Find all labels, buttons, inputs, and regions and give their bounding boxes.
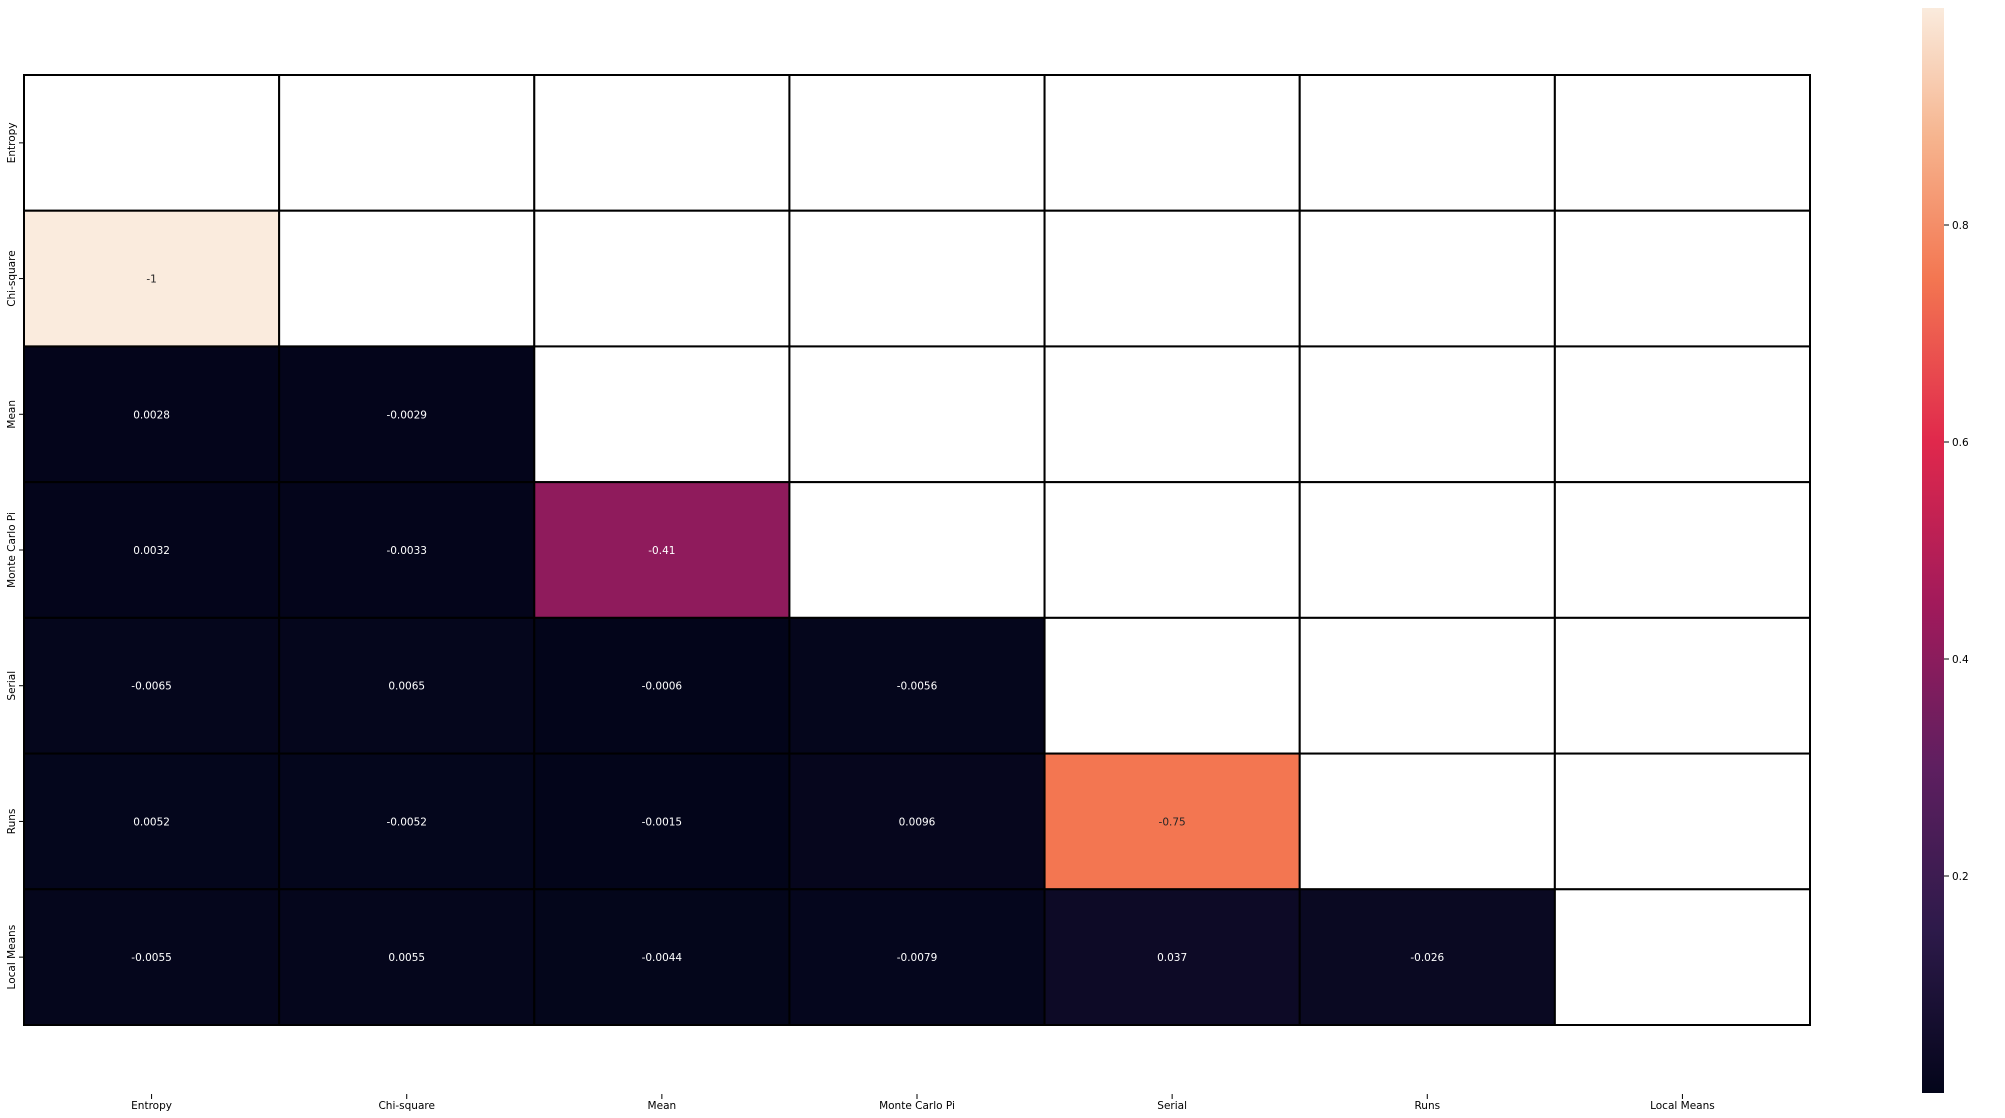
- heatmap-cell: [23, 345, 281, 484]
- x-tick-label: Runs: [1414, 1100, 1440, 1112]
- y-tick-label: Serial: [6, 671, 18, 701]
- heatmap-cell-masked: [788, 345, 1046, 484]
- cell-annotation: -0.75: [1159, 816, 1186, 828]
- cell-annotation: -1: [146, 274, 156, 286]
- cell-annotation: 0.037: [1157, 952, 1187, 964]
- heatmap-cell: [533, 752, 791, 891]
- x-tick-label: Local Means: [1650, 1100, 1715, 1112]
- heatmap-cell: [1043, 752, 1301, 891]
- heatmap-cell-masked: [788, 481, 1046, 619]
- heatmap-cell-masked: [278, 209, 536, 348]
- x-tick-label: Monte Carlo Pi: [879, 1100, 955, 1112]
- heatmap-cell-masked: [788, 74, 1046, 212]
- heatmap-cell: [278, 345, 536, 484]
- cell-annotation: 0.0028: [133, 409, 170, 421]
- heatmap-cell: [788, 888, 1046, 1026]
- heatmap-cell: [23, 209, 281, 348]
- y-tick-label: Runs: [6, 809, 18, 835]
- cell-annotation: -0.0055: [131, 952, 172, 964]
- cell-annotation: -0.0052: [386, 816, 427, 828]
- x-tick-label: Entropy: [131, 1100, 172, 1112]
- heatmap-cell-masked: [1043, 481, 1301, 619]
- cell-annotation: -0.0056: [897, 681, 938, 693]
- heatmap-cell-masked: [1298, 209, 1556, 348]
- colorbar: 0.2 0.4 0.6 0.8: [1922, 8, 1969, 1093]
- heatmap-cell-masked: [1043, 209, 1301, 348]
- cell-annotation: -0.0029: [386, 409, 427, 421]
- cell-annotation: 0.0055: [388, 952, 425, 964]
- heatmap-cell-masked: [1553, 74, 1812, 212]
- heatmap-cell-masked: [278, 74, 536, 212]
- colorbar-tick-label: 0.2: [1952, 871, 1969, 883]
- heatmap-cell-masked: [533, 209, 791, 348]
- heatmap-cell: [533, 481, 791, 619]
- heatmap-cell: [788, 752, 1046, 891]
- y-tick-label: Entropy: [6, 122, 18, 163]
- cell-annotation: -0.0015: [642, 816, 683, 828]
- cell-annotation: -0.0065: [131, 681, 172, 693]
- cell-annotation: -0.0044: [642, 952, 683, 964]
- heatmap-cells: -1 0.0028 -0.0029 0.0032 -0.0033 -0.41 -0.0065…: [23, 74, 1812, 1026]
- heatmap-cell-masked: [533, 74, 791, 212]
- heatmap-cell: [533, 888, 791, 1026]
- heatmap-cell-masked: [1298, 74, 1556, 212]
- heatmap-cell: [278, 888, 536, 1026]
- y-tick-label: Mean: [6, 400, 18, 429]
- colorbar-tick-label: 0.4: [1952, 654, 1969, 666]
- x-tick-label: Mean: [648, 1100, 677, 1112]
- heatmap-cell-masked: [1298, 752, 1556, 891]
- colorbar-gradient: [1922, 8, 1944, 1093]
- heatmap-cell-masked: [533, 345, 791, 484]
- heatmap-cell-masked: [1553, 752, 1812, 891]
- heatmap-cell-masked: [23, 74, 281, 212]
- heatmap-cell-masked: [1553, 209, 1812, 348]
- cell-annotation: 0.0032: [133, 545, 170, 557]
- heatmap-cell: [1298, 888, 1556, 1026]
- heatmap-cell-masked: [1553, 888, 1812, 1026]
- heatmap-cell-masked: [1553, 345, 1812, 484]
- heatmap-cell-masked: [788, 209, 1046, 348]
- heatmap-cell: [1043, 888, 1301, 1026]
- heatmap-cell-masked: [1043, 74, 1301, 212]
- heatmap-cell: [278, 481, 536, 619]
- y-axis-labels: Entropy Chi-square Mean Monte Carlo Pi Seria…: [6, 122, 24, 989]
- cell-annotation: 0.0052: [133, 816, 170, 828]
- heatmap-cell-masked: [1553, 481, 1812, 619]
- cell-annotation: 0.0096: [899, 816, 936, 828]
- y-tick-label: Monte Carlo Pi: [6, 512, 18, 588]
- cell-annotation: 0.0065: [388, 681, 425, 693]
- cell-annotation: -0.41: [648, 545, 675, 557]
- colorbar-tick-label: 0.8: [1952, 220, 1969, 232]
- y-tick-label: Local Means: [6, 925, 18, 990]
- heatmap-cell-masked: [1553, 616, 1812, 755]
- cell-annotation: -0.0079: [897, 952, 938, 964]
- heatmap-cell-masked: [1043, 345, 1301, 484]
- cell-annotation: -0.026: [1410, 952, 1444, 964]
- colorbar-tick-label: 0.6: [1952, 437, 1969, 449]
- heatmap-cell: [278, 616, 536, 755]
- x-tick-label: Chi-square: [378, 1100, 434, 1112]
- y-tick-label: Chi-square: [6, 250, 18, 306]
- x-axis-labels: Entropy Chi-square Mean Monte Carlo Pi Seria…: [131, 1094, 1715, 1112]
- heatmap-cell: [23, 481, 281, 619]
- cell-annotation: -0.0033: [386, 545, 427, 557]
- heatmap-cell: [278, 752, 536, 891]
- x-tick-label: Serial: [1157, 1100, 1187, 1112]
- colorbar-ticks: 0.2 0.4 0.6 0.8: [1944, 220, 1969, 883]
- heatmap-cell-masked: [1298, 345, 1556, 484]
- heatmap-cell-masked: [1043, 616, 1301, 755]
- heatmap-cell: [788, 616, 1046, 755]
- heatmap-cell-masked: [1298, 481, 1556, 619]
- cell-annotation: -0.0006: [642, 681, 683, 693]
- heatmap-cell-masked: [1298, 616, 1556, 755]
